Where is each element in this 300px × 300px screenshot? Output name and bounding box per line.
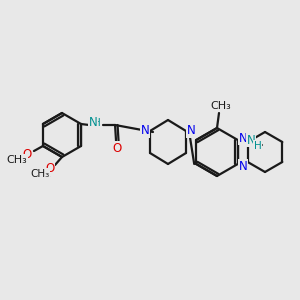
Text: H: H xyxy=(254,141,262,151)
Text: O: O xyxy=(22,148,32,161)
Text: N: N xyxy=(89,116,98,130)
Text: N: N xyxy=(246,134,255,146)
Text: CH₃: CH₃ xyxy=(30,169,50,179)
Text: N: N xyxy=(187,124,195,137)
Text: H: H xyxy=(93,118,101,128)
Text: N: N xyxy=(238,131,247,145)
Text: CH₃: CH₃ xyxy=(7,155,27,165)
Text: N: N xyxy=(141,124,149,137)
Text: CH₃: CH₃ xyxy=(211,101,231,111)
Text: O: O xyxy=(45,163,55,176)
Text: N: N xyxy=(238,160,247,172)
Text: O: O xyxy=(112,142,122,154)
